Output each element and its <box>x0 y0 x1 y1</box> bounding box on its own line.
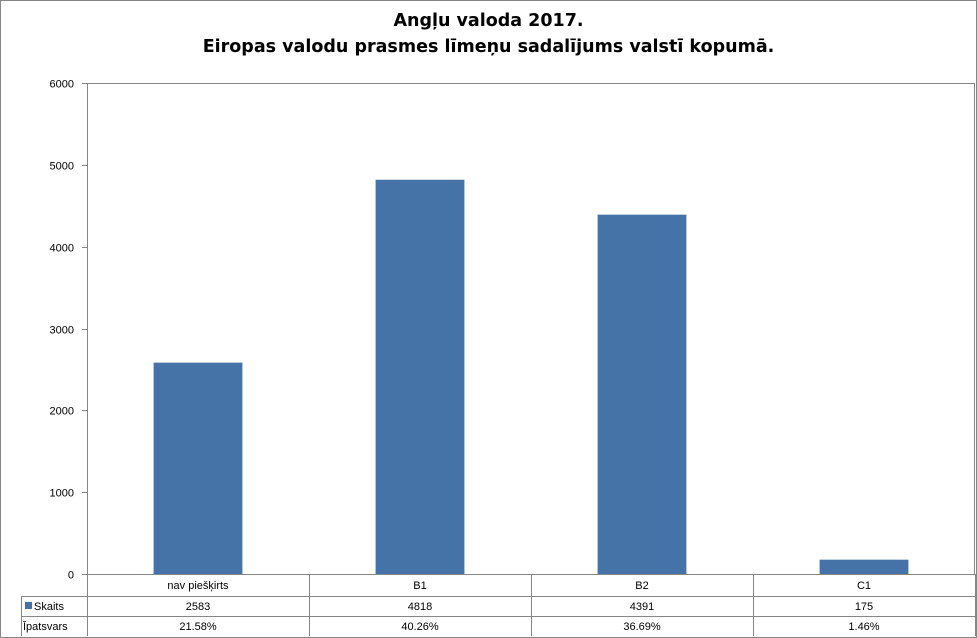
bar-nav-piešķirts <box>153 362 243 574</box>
chart-title-line2: Eiropas valodu prasmes līmeņu sadalījums… <box>202 37 775 57</box>
table-cell-value: 36.69% <box>623 621 661 633</box>
x-category-label: nav piešķirts <box>167 580 229 592</box>
table-row-label: Skaits <box>34 601 64 613</box>
table-cell-value: 4818 <box>408 601 432 613</box>
bar-b2 <box>597 214 687 574</box>
y-tick-label: 5000 <box>50 161 74 173</box>
y-tick-label: 3000 <box>50 325 74 337</box>
chart-title-line1: Angļu valoda 2017. <box>393 11 584 31</box>
y-tick-label: 1000 <box>50 488 74 500</box>
y-tick-label: 6000 <box>50 79 74 91</box>
y-tick-label: 0 <box>68 570 74 582</box>
table-cell-value: 40.26% <box>401 621 439 633</box>
x-category-label: C1 <box>857 580 871 592</box>
y-tick-label: 2000 <box>50 406 74 418</box>
table-cell-value: 1.46% <box>848 621 879 633</box>
x-category-label: B2 <box>635 580 648 592</box>
x-category-label: B1 <box>413 580 426 592</box>
chart-title: Angļu valoda 2017. Eiropas valodu prasme… <box>0 8 977 60</box>
bar-c1 <box>819 559 909 574</box>
table-cell-value: 21.58% <box>179 621 217 633</box>
y-tick-label: 4000 <box>50 243 74 255</box>
table-cell-value: 4391 <box>630 601 654 613</box>
legend-key-swatch <box>25 602 32 609</box>
bar-b1 <box>375 179 465 575</box>
table-cell-value: 2583 <box>186 601 210 613</box>
table-cell-value: 175 <box>855 601 873 613</box>
table-row-label: Īpatsvars <box>23 621 68 633</box>
